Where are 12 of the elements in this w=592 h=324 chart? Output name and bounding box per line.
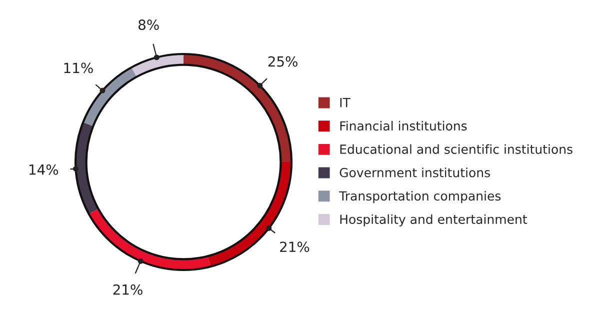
- legend-label: Hospitality and entertainment: [340, 214, 528, 226]
- legend-label: Educational and scientific institutions: [340, 144, 572, 154]
- data-label: 14%: [29, 164, 58, 175]
- data-label: 21%: [113, 284, 142, 295]
- data-label: 21%: [280, 242, 310, 252]
- data-label: 11%: [64, 62, 93, 74]
- legend-label: Transportation companies: [339, 190, 501, 204]
- legend-label: Financial institutions: [340, 120, 467, 131]
- legend-label: IT: [340, 98, 350, 108]
- data-label: 8%: [138, 20, 159, 30]
- legend-label: Government institutions: [340, 168, 490, 178]
- data-label: 25%: [268, 56, 298, 67]
